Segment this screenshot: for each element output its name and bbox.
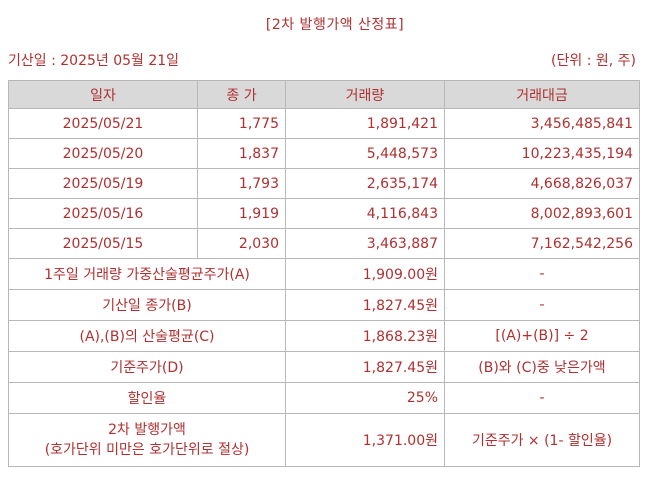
cell-date: 2025/05/20 — [8, 138, 198, 169]
summary-label: 기준주가(D) — [8, 351, 286, 383]
summary-row-base-close: 기산일 종가(B) 1,827.45원 - — [8, 289, 640, 321]
header-amount: 거래대금 — [444, 80, 640, 109]
summary-value: 1,909.00원 — [285, 258, 445, 290]
summary-value: 1,827.45원 — [285, 351, 445, 383]
header-close: 종 가 — [197, 80, 286, 109]
summary-value: 1,868.23원 — [285, 320, 445, 352]
cell-date: 2025/05/21 — [8, 108, 198, 139]
unit-label: (단위 : 원, 주) — [551, 53, 636, 69]
summary-row-arithmetic-mean: (A),(B)의 산술평균(C) 1,868.23원 [(A)+(B)] ÷ 2 — [8, 320, 640, 352]
summary-note: - — [444, 258, 640, 290]
final-label: 2차 발행가액 (호가단위 미만은 호가단위로 절상) — [8, 413, 286, 467]
cell-amount: 3,456,485,841 — [444, 108, 640, 139]
cell-close: 2,030 — [197, 228, 286, 259]
header-row: 일자 종 가 거래량 거래대금 — [8, 80, 640, 109]
final-note: 기준주가 × (1- 할인율) — [444, 413, 640, 467]
final-issue-price-row: 2차 발행가액 (호가단위 미만은 호가단위로 절상) 1,371.00원 기준… — [8, 413, 640, 467]
cell-amount: 8,002,893,601 — [444, 198, 640, 229]
final-value: 1,371.00원 — [285, 413, 445, 467]
final-label-line1: 2차 발행가액 — [108, 422, 186, 438]
cell-amount: 10,223,435,194 — [444, 138, 640, 169]
summary-note: - — [444, 289, 640, 321]
price-calculation-table: 일자 종 가 거래량 거래대금 2025/05/21 1,775 1,891,4… — [8, 80, 640, 467]
summary-row-reference-price: 기준주가(D) 1,827.45원 (B)와 (C)중 낮은가액 — [8, 351, 640, 383]
cell-volume: 5,448,573 — [285, 138, 445, 169]
base-date-label: 기산일 : 2025년 05월 21일 — [8, 53, 180, 69]
cell-close: 1,919 — [197, 198, 286, 229]
cell-volume: 4,116,843 — [285, 198, 445, 229]
header-date: 일자 — [8, 80, 198, 109]
cell-close: 1,793 — [197, 168, 286, 199]
cell-date: 2025/05/15 — [8, 228, 198, 259]
summary-label: 1주일 거래량 가중산술평균주가(A) — [8, 258, 286, 290]
summary-row-weighted-average: 1주일 거래량 가중산술평균주가(A) 1,909.00원 - — [8, 258, 640, 290]
table-row: 2025/05/15 2,030 3,463,887 7,162,542,256 — [8, 228, 640, 259]
final-label-line2: (호가단위 미만은 호가단위로 절상) — [44, 442, 250, 458]
cell-close: 1,775 — [197, 108, 286, 139]
cell-volume: 3,463,887 — [285, 228, 445, 259]
summary-label: 기산일 종가(B) — [8, 289, 286, 321]
cell-amount: 4,668,826,037 — [444, 168, 640, 199]
table-row: 2025/05/20 1,837 5,448,573 10,223,435,19… — [8, 138, 640, 169]
summary-note: [(A)+(B)] ÷ 2 — [444, 320, 640, 352]
cell-date: 2025/05/16 — [8, 198, 198, 229]
summary-value: 25% — [285, 382, 445, 414]
summary-value: 1,827.45원 — [285, 289, 445, 321]
cell-amount: 7,162,542,256 — [444, 228, 640, 259]
cell-close: 1,837 — [197, 138, 286, 169]
table-row: 2025/05/19 1,793 2,635,174 4,668,826,037 — [8, 168, 640, 199]
cell-volume: 1,891,421 — [285, 108, 445, 139]
table-row: 2025/05/16 1,919 4,116,843 8,002,893,601 — [8, 198, 640, 229]
summary-label: (A),(B)의 산술평균(C) — [8, 320, 286, 352]
header-volume: 거래량 — [285, 80, 445, 109]
table-row: 2025/05/21 1,775 1,891,421 3,456,485,841 — [8, 108, 640, 139]
summary-note: - — [444, 382, 640, 414]
table-title: [2차 발행가액 산정표] — [265, 17, 405, 33]
summary-row-discount-rate: 할인율 25% - — [8, 382, 640, 414]
cell-date: 2025/05/19 — [8, 168, 198, 199]
summary-note: (B)와 (C)중 낮은가액 — [444, 351, 640, 383]
cell-volume: 2,635,174 — [285, 168, 445, 199]
summary-label: 할인율 — [8, 382, 286, 414]
